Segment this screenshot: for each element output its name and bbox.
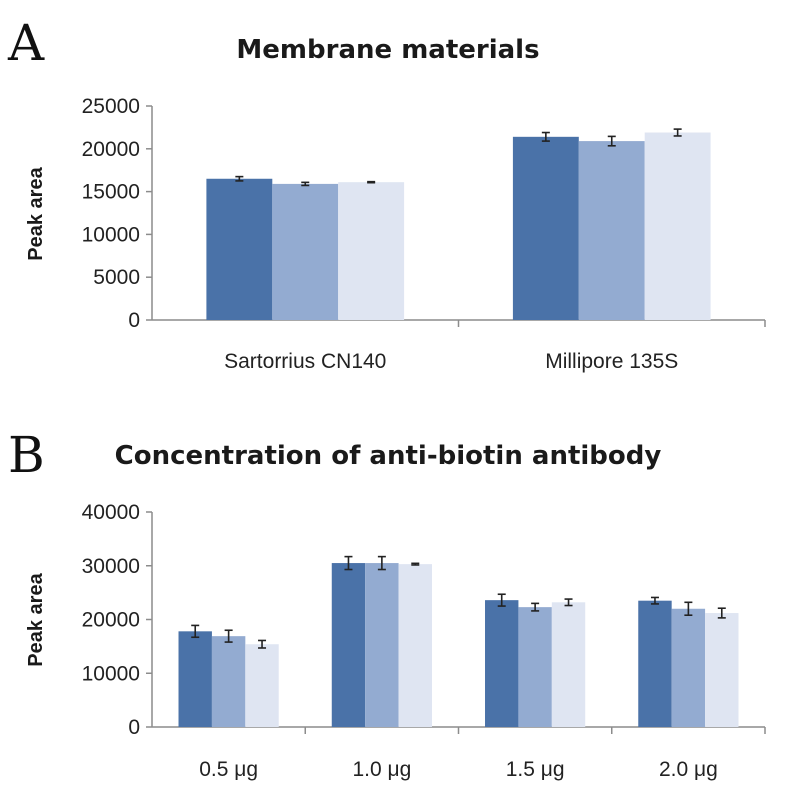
bar-series-2-1 (211, 636, 246, 727)
bar-series-3-3 (551, 602, 586, 727)
x-category-label: 0.5 μg (199, 758, 258, 781)
y-tick-label: 20000 (82, 138, 140, 161)
panel-b-plot: 0 10000 20000 30000 40000 0.5 μg 1.0 μg 1.5 μg 2… (82, 501, 766, 781)
bar-series-3-2 (398, 564, 432, 727)
bar-series-2-2 (578, 141, 645, 320)
bar-series-1-4 (638, 600, 672, 727)
x-category-label: 1.5 μg (506, 758, 565, 781)
y-tick-label: 10000 (82, 223, 140, 246)
bar-series-3-1 (245, 644, 279, 727)
bar-series-1-2 (512, 136, 579, 320)
bar-series-1-3 (485, 600, 519, 727)
panel-a-label: A (7, 14, 45, 72)
bar-series-2-1 (272, 183, 339, 320)
y-tick-label: 25000 (82, 95, 140, 118)
bar-series-3-2 (644, 132, 711, 320)
bar-series-3-4 (705, 613, 739, 727)
x-category-label: Millipore 135S (545, 350, 678, 373)
x-category-label: Sartorrius CN140 (224, 350, 386, 373)
panel-a: A Membrane materials Peak area 0 5000 1000… (7, 14, 766, 373)
panel-a-y-axis-label: Peak area (25, 166, 47, 260)
bar-series-2-2 (365, 563, 399, 727)
panel-b-y-axis-label: Peak area (25, 572, 47, 666)
panel-b-label: B (8, 426, 45, 484)
y-tick-label: 0 (128, 716, 140, 739)
panel-a-title: Membrane materials (236, 35, 539, 65)
y-tick-label: 15000 (82, 181, 140, 204)
x-category-label: 1.0 μg (352, 758, 411, 781)
y-tick-label: 10000 (82, 662, 140, 685)
y-tick-label: 5000 (93, 266, 140, 289)
bar-series-1-2 (331, 563, 366, 727)
bar-series-3-1 (338, 182, 405, 320)
bar-series-1-1 (178, 631, 212, 727)
bar-series-2-3 (518, 607, 552, 727)
y-tick-label: 30000 (82, 555, 140, 578)
x-category-label: 2.0 μg (659, 758, 718, 781)
y-tick-label: 40000 (82, 501, 140, 524)
bar-series-2-4 (671, 608, 706, 727)
panel-a-plot: 0 5000 10000 15000 20000 25000 Sartorrius CN14… (82, 95, 766, 373)
y-tick-label: 20000 (82, 609, 140, 632)
panel-b: B Concentration of anti-biotin antibody … (8, 426, 766, 781)
panel-b-title: Concentration of anti-biotin antibody (115, 441, 662, 471)
bar-series-1-1 (206, 178, 273, 320)
y-tick-label: 0 (128, 309, 140, 332)
